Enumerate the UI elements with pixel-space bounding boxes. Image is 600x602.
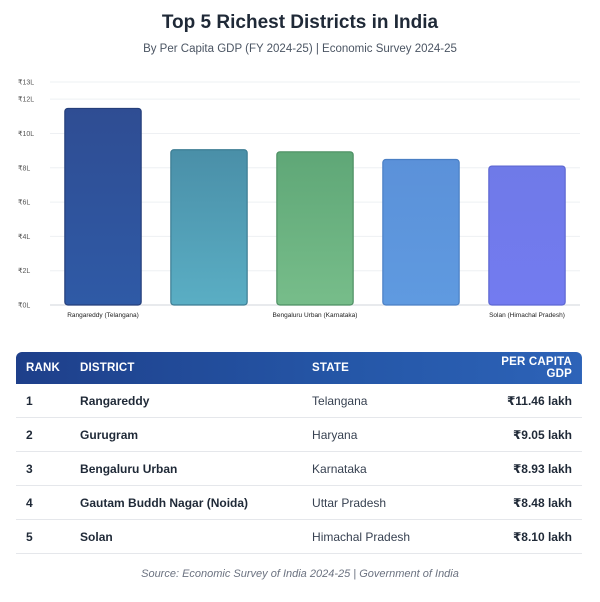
y-axis-ticks: ₹0L ₹2L ₹4L ₹6L ₹8L ₹10L ₹12L ₹13L bbox=[18, 79, 34, 310]
cell-gdp: ₹8.10 lakh bbox=[472, 519, 582, 554]
bars bbox=[64, 107, 566, 306]
y-tick-label: ₹0L bbox=[18, 302, 30, 310]
cell-rank: 3 bbox=[16, 451, 71, 486]
header-rank: RANK bbox=[26, 362, 61, 374]
table-header-row: RANK DISTRICT STATE PER CAPITA GDP bbox=[16, 352, 582, 384]
cell-gdp: ₹9.05 lakh bbox=[472, 417, 582, 452]
cell-district: Gurugram bbox=[70, 417, 303, 452]
y-tick-label: ₹2L bbox=[18, 267, 30, 275]
bar bbox=[170, 149, 248, 306]
y-tick-label: ₹8L bbox=[18, 164, 30, 172]
cell-state: Haryana bbox=[302, 417, 473, 452]
bar bbox=[382, 158, 460, 306]
table-row: 3 Bengaluru Urban Karnataka ₹8.93 lakh bbox=[16, 451, 582, 486]
bar bbox=[276, 151, 354, 306]
cell-state: Uttar Pradesh bbox=[302, 485, 473, 520]
x-category-label: Rangareddy (Telangana) bbox=[67, 312, 139, 319]
y-tick-label: ₹12L bbox=[18, 96, 34, 104]
cell-district: Gautam Buddh Nagar (Noida) bbox=[70, 485, 303, 520]
y-tick-label: ₹6L bbox=[18, 199, 30, 207]
header-gdp: PER CAPITA GDP bbox=[501, 356, 572, 380]
cell-rank: 5 bbox=[16, 519, 71, 554]
page-subtitle: By Per Capita GDP (FY 2024-25) | Economi… bbox=[143, 43, 457, 55]
bar bbox=[64, 107, 142, 306]
header-district: DISTRICT bbox=[80, 362, 135, 374]
y-tick-label: ₹10L bbox=[18, 130, 34, 138]
districts-table: RANK DISTRICT STATE PER CAPITA GDP 1 Ran… bbox=[16, 352, 582, 554]
x-axis-labels: Rangareddy (Telangana) Bengaluru Urban (K… bbox=[67, 312, 565, 319]
cell-state: Telangana bbox=[302, 384, 473, 418]
table-row: 2 Gurugram Haryana ₹9.05 lakh bbox=[16, 417, 582, 452]
bar bbox=[488, 165, 566, 306]
x-category-label: Bengaluru Urban (Karnataka) bbox=[273, 312, 358, 319]
table-row: 4 Gautam Buddh Nagar (Noida) Uttar Prade… bbox=[16, 485, 582, 520]
y-tick-label: ₹4L bbox=[18, 233, 30, 241]
cell-district: Solan bbox=[70, 519, 303, 554]
table-row: 1 Rangareddy Telangana ₹11.46 lakh bbox=[16, 384, 582, 418]
cell-gdp: ₹8.48 lakh bbox=[472, 485, 582, 520]
cell-gdp: ₹8.93 lakh bbox=[472, 451, 582, 486]
cell-rank: 2 bbox=[16, 417, 71, 452]
cell-state: Himachal Pradesh bbox=[302, 519, 473, 554]
cell-district: Rangareddy bbox=[70, 384, 303, 418]
source-note: Source: Economic Survey of India 2024-25… bbox=[141, 568, 459, 580]
header-state: STATE bbox=[312, 362, 350, 374]
cell-rank: 4 bbox=[16, 485, 71, 520]
x-category-label: Solan (Himachal Pradesh) bbox=[489, 312, 565, 319]
cell-gdp: ₹11.46 lakh bbox=[472, 384, 582, 418]
cell-state: Karnataka bbox=[302, 451, 473, 486]
bar-chart: ₹0L ₹2L ₹4L ₹6L ₹8L ₹10L ₹12L ₹13L Rangareddy (… bbox=[18, 79, 580, 319]
table-row: 5 Solan Himachal Pradesh ₹8.10 lakh bbox=[16, 519, 582, 554]
y-tick-label: ₹13L bbox=[18, 79, 34, 87]
cell-rank: 1 bbox=[16, 384, 71, 418]
districts-table-container: RANK DISTRICT STATE PER CAPITA GDP 1 Ran… bbox=[16, 352, 582, 554]
page-title: Top 5 Richest Districts in India bbox=[161, 12, 439, 33]
cell-district: Bengaluru Urban bbox=[70, 451, 303, 486]
